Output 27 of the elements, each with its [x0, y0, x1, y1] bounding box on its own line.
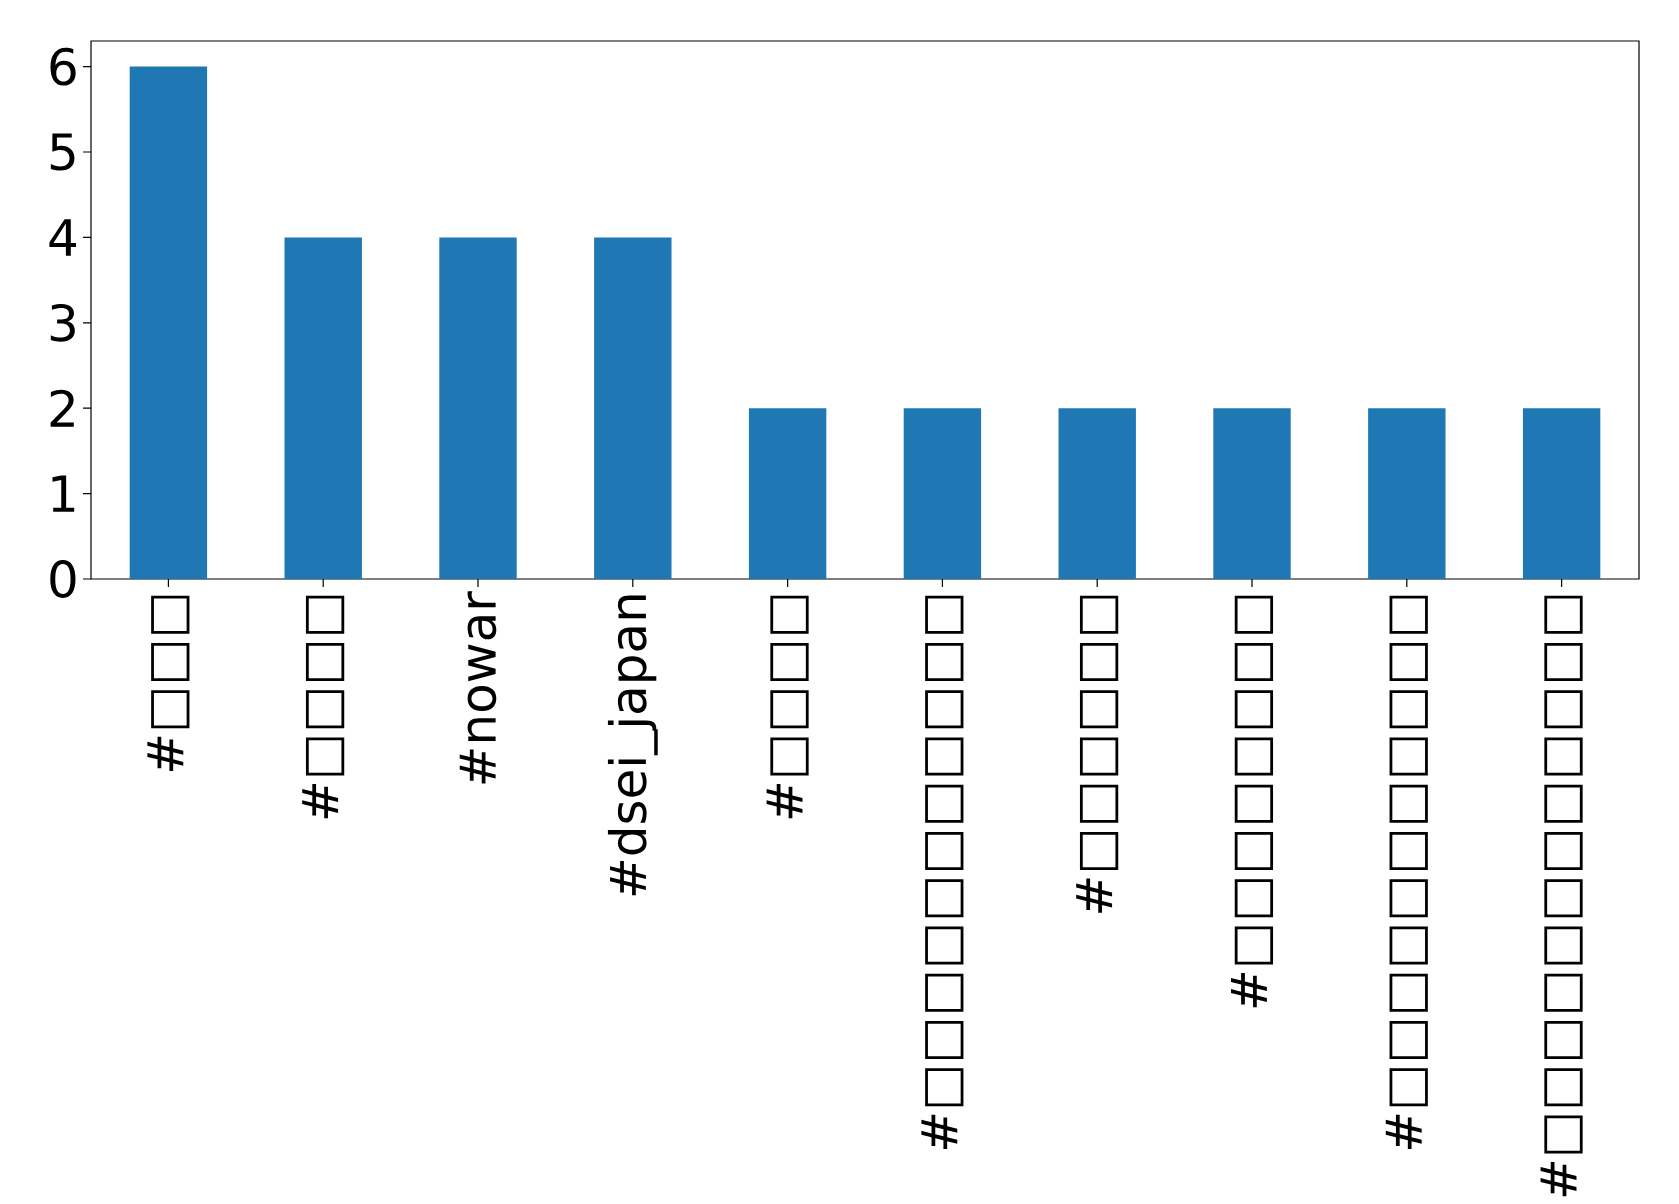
x-tick-label: #dsei_japan — [607, 595, 658, 896]
bar — [903, 408, 982, 579]
x-tick-label: #□□□□□□□□□□□ — [921, 595, 964, 1149]
x-tick-label: #□□□□□□ — [1076, 595, 1119, 913]
y-tick-label: 3 — [50, 303, 75, 342]
x-tick-label: #□□□□□□□□□□□ — [1385, 595, 1428, 1149]
x-tick-label: #nowar — [459, 591, 497, 784]
bar — [1522, 408, 1601, 579]
bar — [129, 66, 208, 579]
y-tick-label: 5 — [50, 133, 75, 171]
bar — [1213, 408, 1291, 579]
y-tick-label: 1 — [52, 475, 75, 512]
y-tick-label: 2 — [50, 389, 74, 427]
x-tick-label: #□□□□□□□□□□□□ — [1540, 595, 1583, 1197]
x-tick-label: #□□□ — [147, 595, 190, 771]
y-tick-label: 6 — [50, 47, 76, 86]
x-tick-label: #□□□□ — [766, 595, 809, 819]
bar — [594, 237, 672, 579]
bar — [748, 408, 827, 579]
y-tick-label: 4 — [49, 219, 76, 256]
bar — [439, 237, 517, 579]
bar — [284, 237, 362, 579]
bar — [1368, 408, 1446, 579]
bar — [1058, 408, 1136, 579]
x-tick-label: #□□□□ — [302, 595, 345, 819]
x-tick-label: #□□□□□□□□ — [1230, 595, 1274, 1008]
y-tick-label: 0 — [50, 560, 76, 598]
